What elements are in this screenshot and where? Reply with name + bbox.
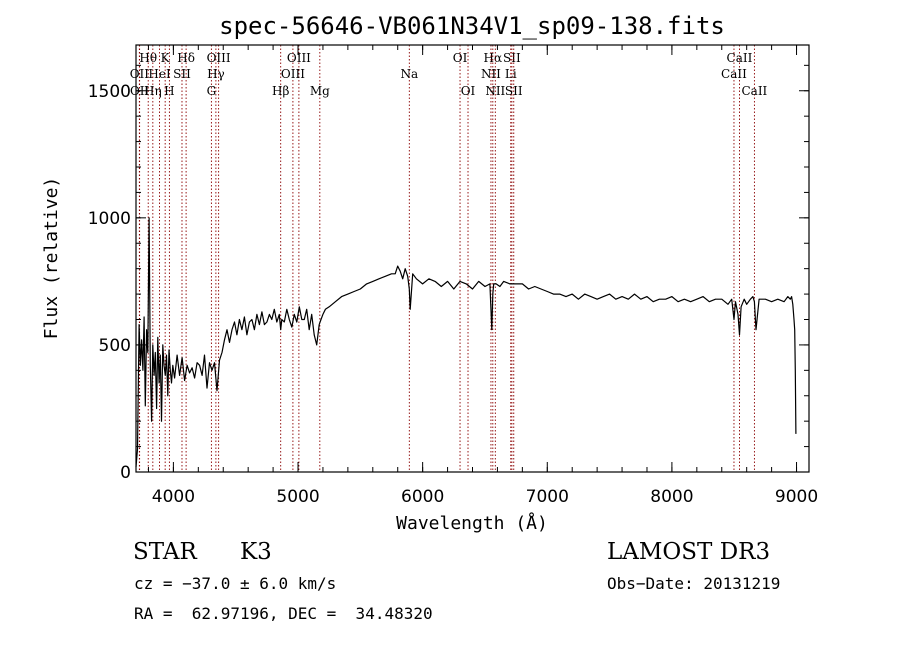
spectral-line-label: HeI: [148, 67, 171, 81]
spectral-line-label: SII: [505, 84, 523, 98]
spectral-line-label: H: [164, 84, 174, 98]
spectral-line-label: Mg: [310, 84, 330, 98]
subclass: K3: [240, 539, 272, 565]
spectral-line-label: K: [161, 51, 171, 65]
x-tick-label: 9000: [775, 487, 818, 507]
x-tick-label: 5000: [276, 487, 319, 507]
spectral-line-label: NII: [485, 84, 505, 98]
spectral-line-label: Hα: [484, 51, 503, 65]
spectral-line-label: NII: [481, 67, 501, 81]
y-tick-label: 0: [120, 463, 131, 483]
spectral-line-label: Na: [400, 67, 418, 81]
x-tick-label: 4000: [152, 487, 195, 507]
y-tick-label: 500: [99, 336, 131, 356]
x-tick-label: 7000: [526, 487, 569, 507]
spectral-line-label: CaII: [721, 67, 747, 81]
survey-label: LAMOST DR3: [607, 539, 771, 565]
spectral-line-label: OI: [453, 51, 468, 65]
y-axis-label: Flux (relative): [41, 177, 62, 340]
spectral-line-label: Hβ: [272, 84, 289, 98]
spectral-line-label: SII: [503, 51, 521, 65]
spectral-line-label: SII: [173, 67, 191, 81]
spectral-line-label: CaII: [741, 84, 767, 98]
spectral-line-label: G: [207, 84, 217, 98]
obs-date: Obs−Date: 20131219: [607, 574, 781, 593]
spectral-line-label: OIII: [287, 51, 311, 65]
spectral-line-label: Hδ: [177, 51, 195, 65]
spectral-line-label: Li: [505, 67, 517, 81]
spectral-line-label: Hθ: [139, 51, 157, 65]
plot-frame: [135, 44, 810, 473]
x-tick-label: 8000: [650, 487, 693, 507]
spectral-line-label: OIII: [207, 51, 231, 65]
x-axis-label: Wavelength (Å): [396, 512, 548, 534]
y-tick-label: 1500: [88, 82, 131, 102]
spectral-line-label: OIII: [281, 67, 305, 81]
coordinates: RA = 62.97196, DEC = 34.48320: [134, 604, 433, 623]
axis-ticks: 4000 5000 6000 7000 8000 9000 0 500 1000 1500: [88, 45, 818, 507]
redshift-info: cz = −37.0 ± 6.0 km/s: [134, 574, 337, 593]
chart-title: spec-56646-VB061N34V1_sp09-138.fits: [219, 12, 725, 40]
spectral-line-label: OI: [461, 84, 476, 98]
y-tick-label: 1000: [88, 209, 131, 229]
spectral-line-label: Hη: [144, 84, 162, 98]
spectral-line-label: Hγ: [207, 67, 225, 81]
x-tick-label: 6000: [401, 487, 444, 507]
spectral-line-label: CaII: [727, 51, 753, 65]
object-class: STAR: [133, 539, 197, 565]
spectrum-series: [135, 217, 797, 467]
